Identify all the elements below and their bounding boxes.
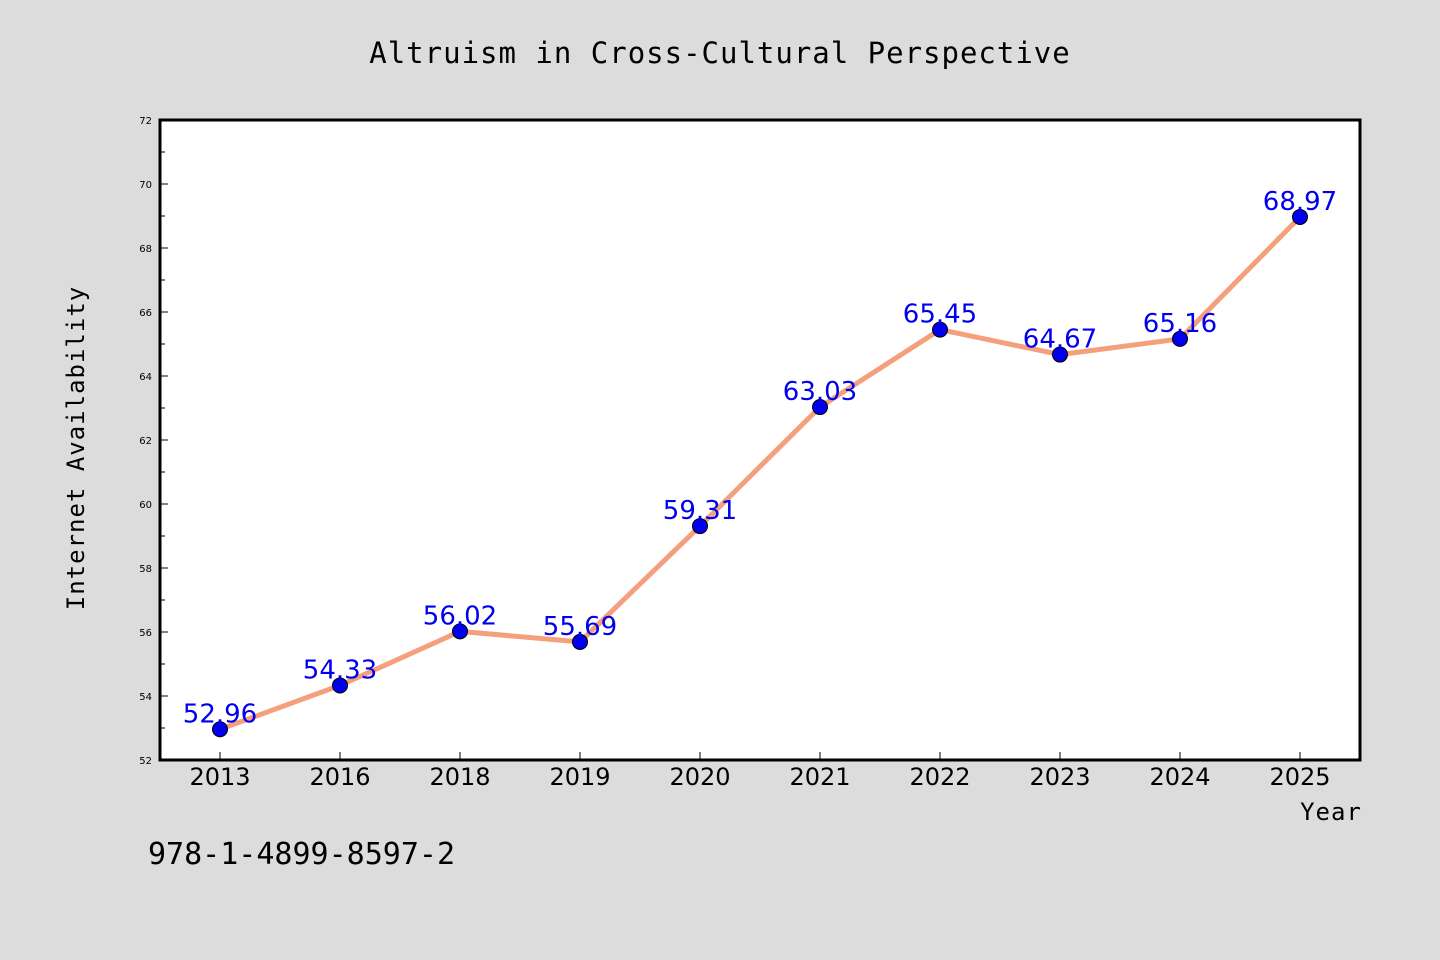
y-axis-label: Internet Availability <box>62 286 90 610</box>
data-point-2018 <box>452 623 468 640</box>
x-tick-label: 2021 <box>789 763 850 791</box>
x-axis: 2013 2016 2018 2019 2020 2021 2022 2023 2024 2025 <box>189 752 1331 791</box>
data-label-2021: 63.03 <box>783 377 857 407</box>
x-tick-label: 2024 <box>1149 763 1210 791</box>
y-tick-label: 72 <box>139 116 152 127</box>
y-tick-label: 56 <box>139 628 152 639</box>
x-tick-label: 2013 <box>189 763 250 791</box>
data-point-2020 <box>692 518 708 535</box>
y-tick-label: 52 <box>139 756 152 767</box>
series-line <box>217 214 1303 732</box>
x-axis-label: Year <box>1300 798 1362 826</box>
series-group <box>212 208 1308 738</box>
data-label-2025: 68.97 <box>1263 187 1337 217</box>
data-point-2021 <box>812 399 828 416</box>
data-label-2024: 65.16 <box>1143 309 1217 339</box>
data-point-2022 <box>932 321 948 338</box>
y-tick-label: 66 <box>139 308 152 319</box>
plot-area <box>158 118 1362 762</box>
data-point-2023 <box>1052 346 1068 363</box>
data-label-2023: 64.67 <box>1023 325 1097 355</box>
y-tick-label: 70 <box>139 180 152 191</box>
y-tick-label: 60 <box>139 500 152 511</box>
y-tick-label: 62 <box>139 436 152 447</box>
isbn-annotation: 978-1-4899-8597-2 <box>148 837 455 872</box>
chart-title: Altruism in Cross-Cultural Perspective <box>369 36 1070 70</box>
data-point-2016 <box>332 677 348 694</box>
y-tick-label: 64 <box>139 372 152 383</box>
y-tick-label: 58 <box>139 564 152 575</box>
data-label-2019: 55.69 <box>543 612 617 642</box>
data-label-2018: 56.02 <box>423 601 497 631</box>
data-point-2019 <box>572 633 588 650</box>
y-tick-label: 54 <box>139 692 152 703</box>
x-tick-label: 2019 <box>549 763 610 791</box>
data-labels-group: 52.96 54.33 56.02 55.69 59.31 63.03 65.45 64.67… <box>183 187 1337 729</box>
y-axis: 52 54 56 58 60 62 64 66 68 70 72 <box>139 116 168 767</box>
data-label-2013: 52.96 <box>183 699 257 729</box>
data-point-2025 <box>1292 208 1308 225</box>
x-tick-label: 2016 <box>309 763 370 791</box>
data-point-2013 <box>212 721 228 738</box>
x-tick-label: 2020 <box>669 763 730 791</box>
x-tick-label: 2023 <box>1029 763 1090 791</box>
y-tick-label: 68 <box>139 244 152 255</box>
data-label-2016: 54.33 <box>303 655 377 685</box>
data-label-2022: 65.45 <box>903 300 977 330</box>
x-tick-label: 2018 <box>429 763 490 791</box>
data-point-2024 <box>1172 330 1188 347</box>
data-label-2020: 59.31 <box>663 496 737 526</box>
x-tick-label: 2025 <box>1269 763 1330 791</box>
x-tick-label: 2022 <box>909 763 970 791</box>
